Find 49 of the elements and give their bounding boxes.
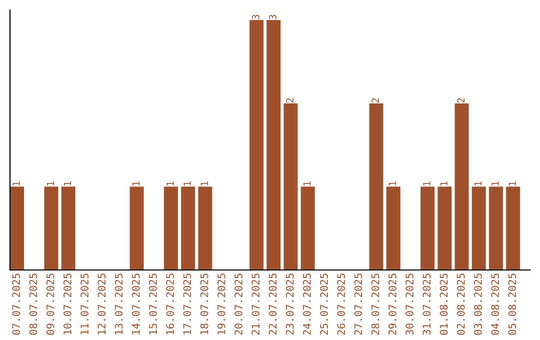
data-label: 1 (200, 181, 208, 186)
data-label: 2 (457, 98, 464, 103)
data-label: 2 (372, 98, 379, 103)
x-tick-label: 27.07.2025 (354, 274, 362, 335)
x-tick-label: 22.07.2025 (268, 274, 277, 335)
data-label: 1 (12, 181, 20, 186)
x-tick-label: 29.07.2025 (388, 274, 396, 335)
data-label: 1 (423, 181, 430, 186)
x-tick-label: 21.07.2025 (252, 274, 260, 335)
data-label: 1 (440, 181, 448, 186)
x-tick-label: 02.08.2025 (456, 274, 465, 335)
data-label: 2 (286, 98, 294, 103)
x-tick-label: 09.07.2025 (46, 274, 54, 335)
x-tick-label: 17.07.2025 (183, 274, 192, 334)
x-tick-label: 13.07.2025 (114, 274, 123, 334)
data-label: 1 (508, 181, 516, 186)
x-tick-label: 08.07.2025 (29, 274, 38, 335)
x-tick-label: 04.08.2025 (491, 274, 500, 335)
data-label: 3 (269, 14, 276, 20)
x-tick-label: 05.08.2025 (508, 274, 516, 335)
x-tick-label: 16.07.2025 (166, 274, 174, 334)
x-tick-label: 30.07.2025 (406, 274, 414, 335)
data-label: 3 (252, 14, 260, 20)
data-label: 1 (184, 181, 191, 186)
x-tick-label: 26.07.2025 (337, 274, 346, 335)
data-label: 1 (46, 181, 54, 186)
x-tick-label: 15.07.2025 (149, 274, 157, 334)
x-tick-label: 03.08.2025 (474, 274, 482, 335)
data-label: 1 (166, 181, 174, 186)
data-label: 1 (303, 181, 311, 186)
x-tick-label: 19.07.2025 (217, 274, 226, 334)
data-label: 1 (474, 181, 482, 186)
x-tick-label: 31.07.2025 (422, 274, 431, 335)
x-tick-label: 28.07.2025 (371, 274, 380, 335)
x-tick-label: 25.07.2025 (320, 274, 328, 335)
data-label: 1 (388, 181, 396, 186)
data-label: 1 (64, 181, 72, 186)
x-tick-label: 18.07.2025 (200, 274, 208, 334)
x-tick-label: 01.08.2025 (440, 274, 448, 335)
x-tick-label: 12.07.2025 (98, 274, 106, 334)
x-tick-label: 20.07.2025 (234, 274, 242, 335)
x-tick-label: 07.07.2025 (12, 274, 20, 335)
x-tick-label: 23.07.2025 (286, 274, 294, 335)
data-label: 1 (492, 181, 499, 186)
x-tick-label: 11.07.2025 (80, 274, 88, 334)
x-tick-label: 24.07.2025 (302, 274, 311, 335)
x-tick-label: 10.07.2025 (64, 274, 72, 334)
x-tick-label: 14.07.2025 (132, 274, 140, 334)
data-label: 1 (132, 181, 140, 186)
